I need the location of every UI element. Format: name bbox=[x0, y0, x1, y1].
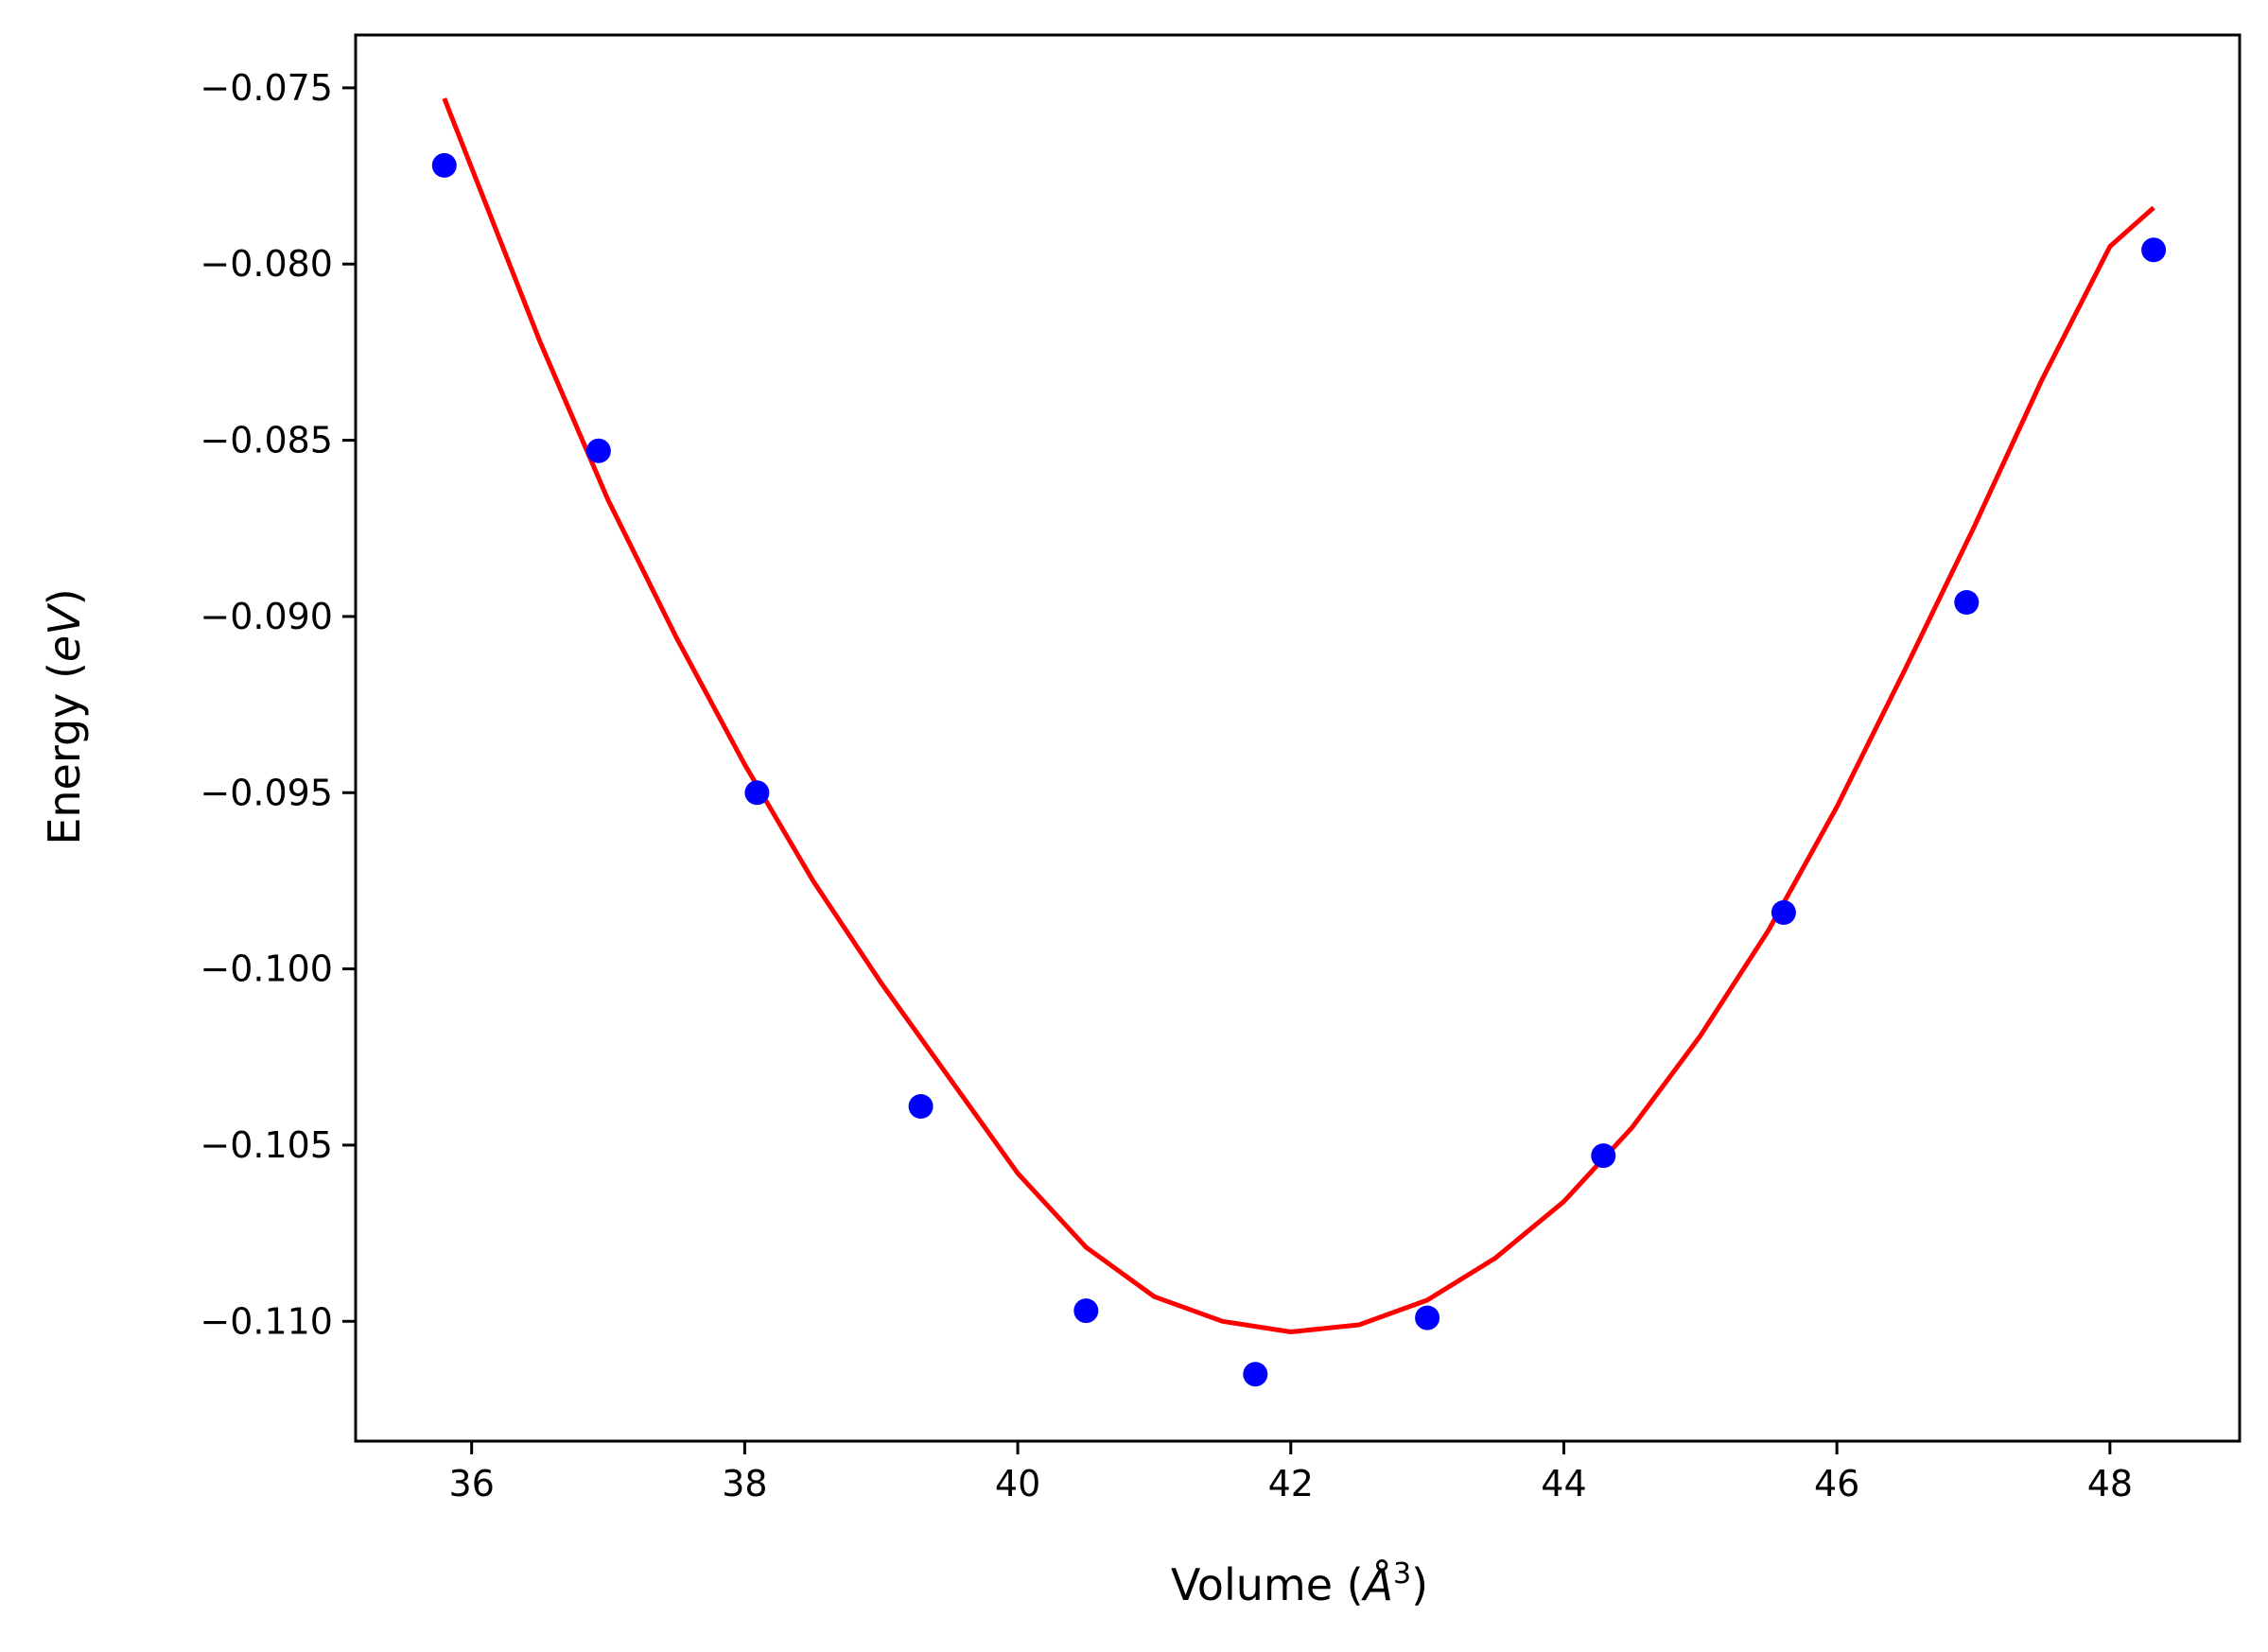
y-tick-label: −0.085 bbox=[200, 420, 333, 461]
y-tick-label: −0.080 bbox=[200, 243, 333, 285]
data-point bbox=[585, 438, 611, 463]
x-tick-label: 36 bbox=[449, 1463, 495, 1504]
x-axis-label: Volume (Å3) bbox=[1171, 1557, 1428, 1610]
x-tick-label: 46 bbox=[1814, 1463, 1859, 1504]
data-point bbox=[744, 780, 770, 806]
data-point bbox=[1771, 900, 1796, 925]
data-point bbox=[908, 1094, 933, 1119]
plot-area bbox=[431, 97, 2167, 1387]
data-point bbox=[1243, 1362, 1268, 1387]
x-tick-label: 44 bbox=[1541, 1463, 1586, 1504]
x-tick-label: 48 bbox=[2087, 1463, 2133, 1504]
plot-frame bbox=[354, 33, 2242, 1443]
x-axis: 36 38 40 42 44 46 48 bbox=[449, 1441, 2133, 1504]
data-point bbox=[2141, 237, 2167, 263]
x-tick-label: 42 bbox=[1268, 1463, 1314, 1504]
y-axis: −0.075 −0.080 −0.085 −0.090 −0.095 −0.100 −0.1… bbox=[200, 67, 356, 1342]
data-point bbox=[1591, 1143, 1616, 1169]
y-tick-label: −0.110 bbox=[200, 1300, 333, 1342]
data-point bbox=[1415, 1305, 1440, 1330]
y-tick-label: −0.100 bbox=[200, 948, 333, 990]
y-tick-label: −0.075 bbox=[200, 67, 333, 109]
data-point bbox=[1073, 1298, 1099, 1324]
x-tick-label: 40 bbox=[995, 1463, 1040, 1504]
y-axis-label: Energy (eV) bbox=[39, 588, 90, 844]
data-point bbox=[1954, 590, 1980, 615]
y-tick-label: −0.090 bbox=[200, 596, 333, 637]
y-tick-label: −0.095 bbox=[200, 772, 333, 813]
y-tick-label: −0.105 bbox=[200, 1124, 333, 1166]
x-tick-label: 38 bbox=[722, 1463, 767, 1504]
data-point bbox=[431, 152, 457, 178]
